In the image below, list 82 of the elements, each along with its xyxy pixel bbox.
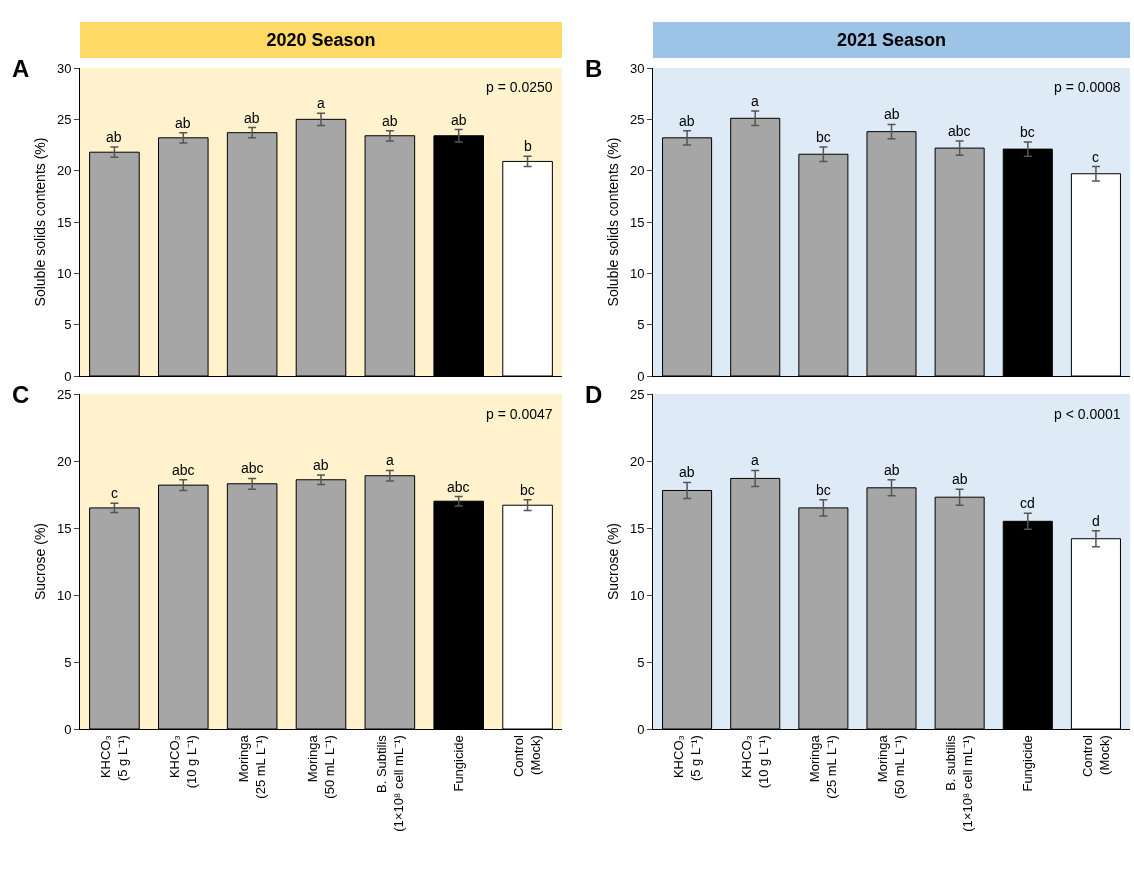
y-tick-label: 20 bbox=[629, 453, 645, 469]
x-tick-label: Control (Mock) bbox=[1079, 735, 1112, 778]
annotation: ab bbox=[679, 464, 695, 480]
x-tick-label: KHCO₃ (10 g L⁻¹) bbox=[738, 735, 771, 789]
y-tick-label: 0 bbox=[637, 368, 645, 384]
annotation: ab bbox=[679, 113, 695, 129]
annotation: abc bbox=[172, 462, 195, 478]
annotation: bc bbox=[816, 482, 831, 498]
text: C bbox=[12, 381, 30, 408]
y-tick-label: 15 bbox=[629, 214, 645, 230]
y-tick-label: 10 bbox=[56, 265, 72, 281]
x-tick-label: Control (Mock) bbox=[511, 735, 544, 778]
annotation: ab bbox=[244, 110, 260, 126]
chart-title: 2021 Season bbox=[836, 30, 947, 51]
x-tick-label: KHCO₃ (10 g L⁻¹) bbox=[167, 735, 199, 789]
annotation: bc bbox=[816, 129, 831, 145]
annotation: bc bbox=[1020, 124, 1035, 140]
y-tick-label: 30 bbox=[56, 60, 72, 76]
annotation: abc bbox=[241, 460, 264, 476]
x-tick-label: KHCO₃ (5 g L⁻¹) bbox=[670, 735, 703, 782]
x-tick-label: B. Subtilis (1×10⁸ cell mL⁻¹) bbox=[373, 734, 406, 832]
y-tick-label: 10 bbox=[56, 587, 72, 603]
y-tick-label: 0 bbox=[637, 721, 645, 737]
text: A bbox=[12, 55, 30, 82]
annotation: ab bbox=[106, 129, 122, 145]
x-tick-label: Fungicide bbox=[450, 735, 466, 792]
annotation: ab bbox=[382, 113, 398, 129]
annotation: cd bbox=[1020, 495, 1035, 511]
annotation: b bbox=[524, 138, 532, 154]
x-tick-label: B. subtilis (1×10⁸ cell mL⁻¹) bbox=[943, 734, 976, 832]
annotation: p = 0.0250 bbox=[486, 79, 553, 95]
y-axis-title: Sucrose (%) bbox=[604, 522, 621, 601]
y-axis-title: Sucrose (%) bbox=[31, 522, 48, 601]
y-tick-label: 30 bbox=[629, 60, 645, 76]
annotation: bc bbox=[520, 482, 535, 498]
annotation: a bbox=[751, 452, 759, 468]
annotation: a bbox=[317, 95, 325, 111]
y-tick-label: 0 bbox=[64, 368, 72, 384]
y-tick-label: 5 bbox=[64, 654, 72, 670]
y-tick-label: 20 bbox=[56, 453, 72, 469]
y-tick-label: 10 bbox=[629, 265, 645, 281]
x-tick-label: Moringa (50 mL L⁻¹) bbox=[875, 734, 908, 799]
x-tick-label: Moringa (25 mL L⁻¹) bbox=[807, 734, 840, 799]
y-tick-label: 25 bbox=[56, 386, 72, 402]
x-tick-label: Moringa (25 mL L⁻¹) bbox=[235, 734, 268, 799]
annotation: abc bbox=[447, 479, 470, 495]
annotation: ab bbox=[451, 112, 467, 128]
x-tick-label: KHCO₃ (5 g L⁻¹) bbox=[98, 735, 131, 782]
y-tick-label: 20 bbox=[629, 163, 645, 179]
y-tick-label: 20 bbox=[56, 163, 72, 179]
x-tick-label: Moringa (50 mL L⁻¹) bbox=[304, 734, 337, 799]
annotation: ab bbox=[884, 462, 900, 478]
annotation: c bbox=[111, 485, 118, 501]
annotation: p < 0.0001 bbox=[1054, 406, 1121, 422]
annotation: p = 0.0047 bbox=[486, 406, 553, 422]
annotation: a bbox=[751, 93, 759, 109]
y-tick-label: 25 bbox=[629, 386, 645, 402]
annotation: ab bbox=[175, 115, 191, 131]
y-tick-label: 15 bbox=[56, 214, 72, 230]
y-tick-label: 25 bbox=[56, 111, 72, 127]
y-tick-label: 15 bbox=[629, 520, 645, 536]
chart-title: 2020 Season bbox=[266, 30, 376, 51]
y-tick-label: 5 bbox=[637, 654, 645, 670]
annotation: abc bbox=[948, 123, 971, 139]
y-tick-label: 15 bbox=[56, 520, 72, 536]
x-tick-label: Fungicide bbox=[1020, 735, 1036, 792]
y-tick-label: 0 bbox=[64, 721, 72, 737]
annotation: ab bbox=[952, 471, 968, 487]
y-tick-label: 10 bbox=[629, 587, 645, 603]
y-tick-label: 5 bbox=[637, 317, 645, 333]
y-tick-label: 25 bbox=[629, 111, 645, 127]
annotation: p = 0.0008 bbox=[1054, 79, 1121, 95]
y-axis-title: Soluble solids contents (%) bbox=[604, 137, 621, 307]
y-axis-title: Soluble solids contents (%) bbox=[31, 137, 48, 307]
annotation: a bbox=[386, 452, 394, 468]
annotation: d bbox=[1092, 513, 1100, 529]
annotation: c bbox=[1092, 149, 1099, 165]
y-tick-label: 5 bbox=[64, 317, 72, 333]
annotation: ab bbox=[313, 457, 329, 473]
annotation: ab bbox=[884, 106, 900, 122]
text: B bbox=[585, 55, 603, 82]
text: D bbox=[585, 381, 603, 408]
